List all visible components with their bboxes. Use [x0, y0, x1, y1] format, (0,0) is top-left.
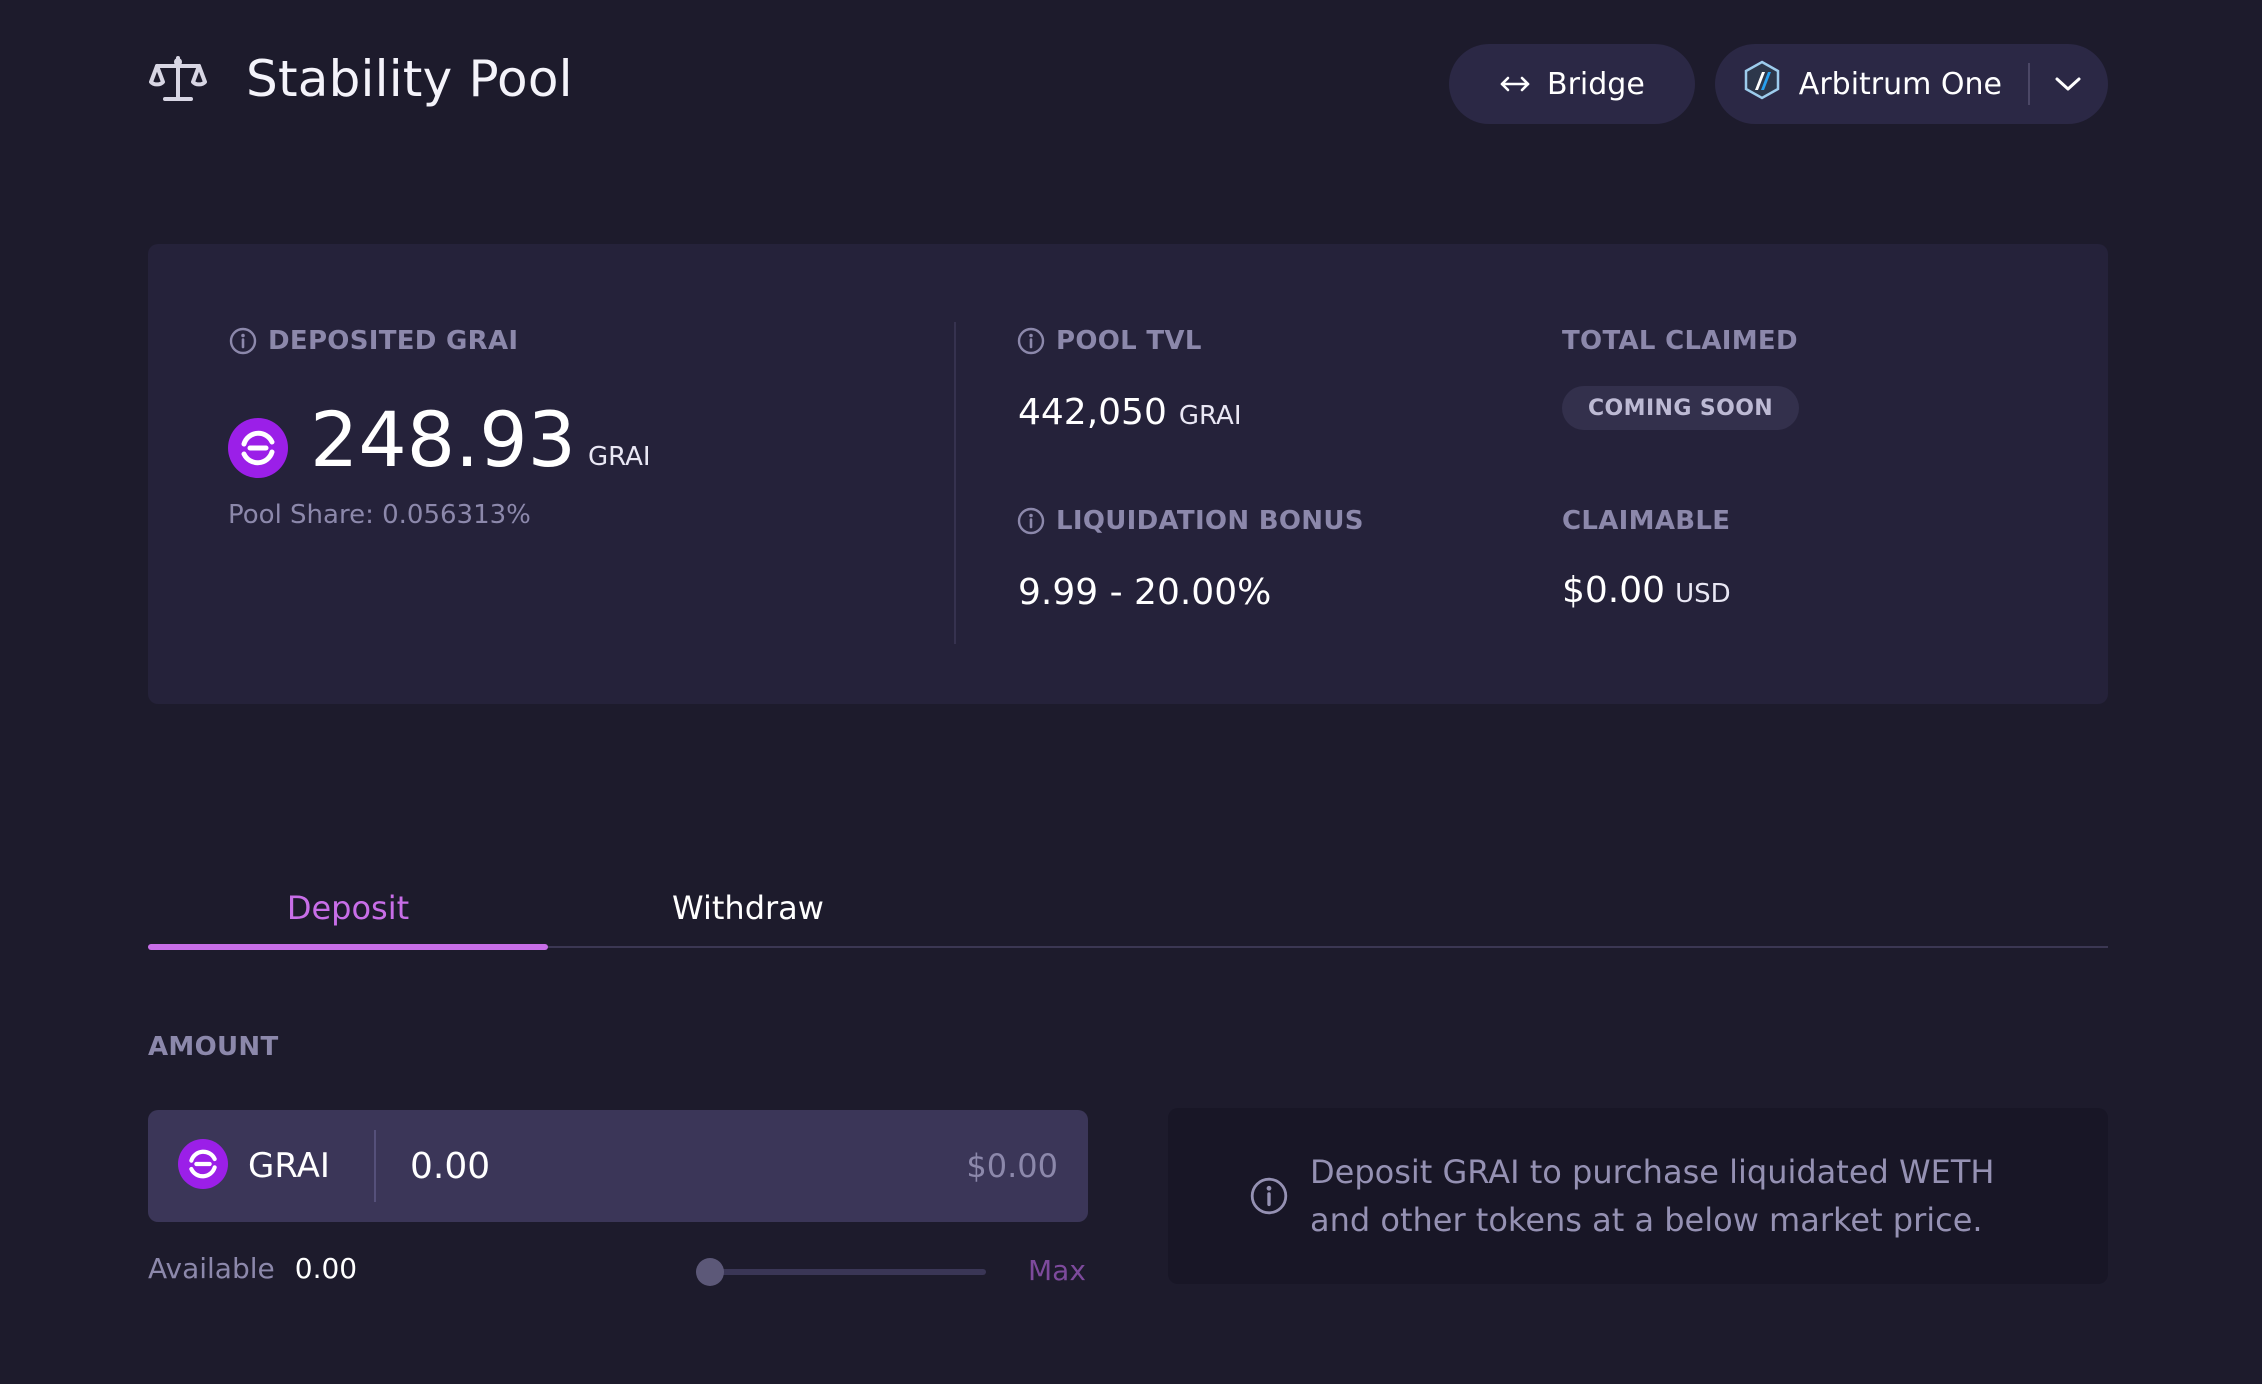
grai-token-icon: [228, 418, 288, 478]
network-selector[interactable]: Arbitrum One: [1714, 44, 2108, 124]
slider-thumb[interactable]: [696, 1258, 724, 1286]
available-row: Available 0.00: [148, 1252, 357, 1285]
amount-input[interactable]: [410, 1145, 967, 1187]
deposited-value-row: 248.93 GRAI: [228, 402, 651, 478]
max-button[interactable]: Max: [1028, 1254, 1086, 1287]
claimable-value: $0.00 USD: [1562, 570, 1731, 611]
pool-tvl-label: POOL TVL: [1016, 326, 1202, 356]
page-header: Stability Pool: [148, 50, 573, 108]
deposited-amount: 248.93: [310, 395, 576, 484]
info-icon[interactable]: [1016, 506, 1046, 536]
deposit-info-text: Deposit GRAI to purchase liquidated WETH…: [1310, 1153, 1995, 1239]
pool-share: Pool Share: 0.056313%: [228, 500, 531, 530]
token-selector[interactable]: GRAI: [148, 1110, 374, 1222]
tab-deposit[interactable]: Deposit: [286, 889, 410, 927]
header-actions: Bridge Arbitrum One: [1449, 44, 2108, 124]
grai-token-icon: [178, 1139, 228, 1193]
amount-slider[interactable]: [696, 1256, 986, 1288]
page-title: Stability Pool: [246, 50, 573, 108]
deposit-withdraw-tabs: Deposit Withdraw: [148, 868, 2108, 950]
amount-usd-value: $0.00: [966, 1147, 1058, 1185]
deposit-info-box: Deposit GRAI to purchase liquidated WETH…: [1168, 1108, 2108, 1284]
bridge-button[interactable]: Bridge: [1449, 44, 1695, 124]
coming-soon-badge: COMING SOON: [1562, 386, 1800, 430]
pool-tvl-value: 442,050 GRAI: [1018, 392, 1242, 433]
arbitrum-logo-icon: [1743, 60, 1781, 108]
claimable-label: CLAIMABLE: [1562, 506, 1731, 536]
chevron-down-icon[interactable]: [2054, 75, 2082, 93]
deposited-unit: GRAI: [587, 442, 651, 472]
liquidation-bonus-value: 9.99 - 20.00%: [1018, 572, 1272, 613]
deposited-grai-label: DEPOSITED GRAI: [228, 326, 518, 356]
network-divider: [2028, 63, 2030, 105]
total-claimed-label: TOTAL CLAIMED: [1562, 326, 1798, 356]
amount-label: AMOUNT: [148, 1032, 279, 1062]
amount-input-box: GRAI $0.00: [148, 1110, 1088, 1222]
network-label: Arbitrum One: [1798, 66, 2002, 102]
active-tab-indicator: [148, 944, 548, 950]
info-icon: [1248, 1175, 1290, 1217]
balance-scale-icon: [148, 52, 208, 106]
available-label: Available: [148, 1252, 275, 1285]
token-name: GRAI: [248, 1146, 330, 1186]
arrows-left-right-icon: [1499, 67, 1531, 102]
stats-divider: [954, 322, 956, 644]
slider-track[interactable]: [696, 1269, 986, 1275]
bridge-label: Bridge: [1547, 66, 1645, 102]
liquidation-bonus-label: LIQUIDATION BONUS: [1016, 506, 1364, 536]
info-icon[interactable]: [228, 326, 258, 356]
available-value: 0.00: [294, 1252, 358, 1285]
info-icon[interactable]: [1016, 326, 1046, 356]
tab-withdraw[interactable]: Withdraw: [672, 889, 824, 927]
stats-card: DEPOSITED GRAI 248.93 GRAI Pool Share: 0…: [148, 244, 2108, 704]
amount-box-divider: [374, 1130, 376, 1202]
